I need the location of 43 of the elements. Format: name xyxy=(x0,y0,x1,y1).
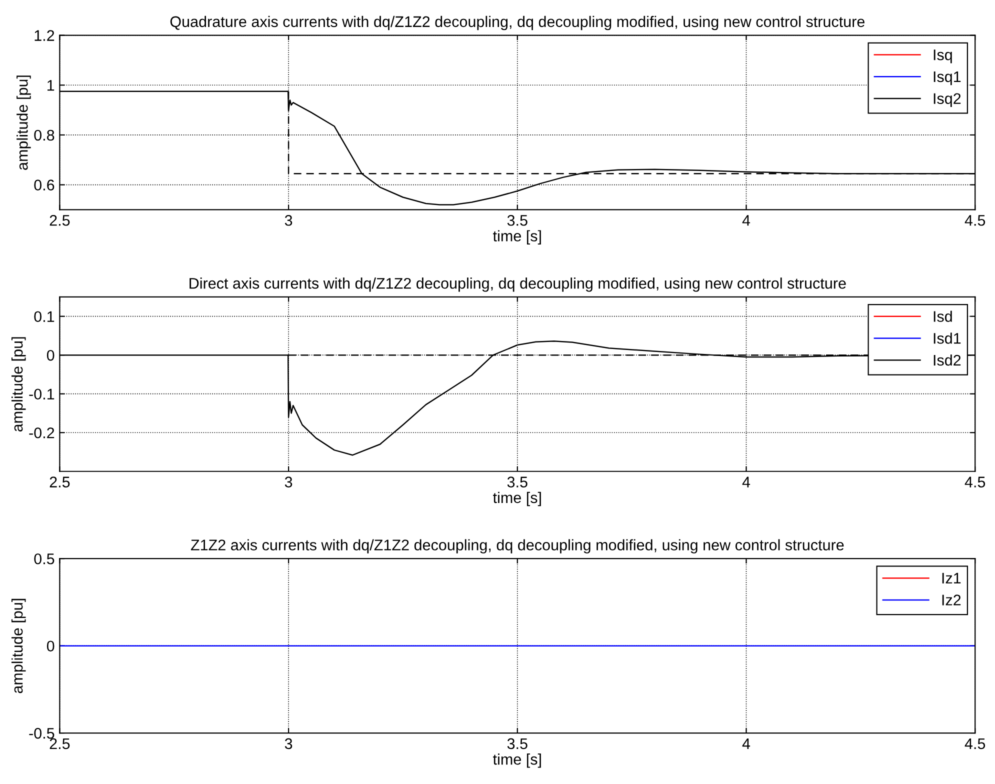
x-tick-label: 2.5 xyxy=(50,214,70,226)
y-axis-title: amplitude [pu] xyxy=(11,337,26,432)
y-tick-label: 0.1 xyxy=(34,311,54,322)
legend-label: Isq1 xyxy=(934,71,961,86)
y-tick-label: 1 xyxy=(48,80,54,91)
y-tick-label: -0.5 xyxy=(29,728,54,739)
x-tick-label: 4.5 xyxy=(964,476,986,488)
y-axis-title: amplitude [pu] xyxy=(16,76,31,170)
y-tick-label: 0.6 xyxy=(34,180,54,190)
legend-label: Isd xyxy=(934,310,952,322)
x-tick-label: 3.5 xyxy=(507,214,528,226)
x-tick-label: 4 xyxy=(742,476,750,488)
x-tick-label: 2.5 xyxy=(50,476,70,488)
chart-title: Quadrature axis currents with dq/Z1Z2 decoupling, dq decoupling modified, using new control structure xyxy=(170,16,865,30)
y-tick-label: 1.2 xyxy=(34,30,54,41)
x-axis-title: time [s] xyxy=(493,230,541,244)
y-tick-label: -0.2 xyxy=(29,427,54,438)
legend-label: Isd2 xyxy=(934,354,961,366)
legend-label: Isq xyxy=(934,50,952,64)
x-tick-label: 3.5 xyxy=(507,476,528,488)
y-tick-label: 0 xyxy=(46,640,54,652)
x-tick-label: 4 xyxy=(742,738,750,749)
legend-label: Isq2 xyxy=(934,93,961,108)
x-tick-label: 3 xyxy=(284,476,292,488)
y-axis-title: amplitude [pu] xyxy=(11,598,26,694)
y-tick-label: -0.1 xyxy=(29,388,54,400)
x-axis-title: time [s] xyxy=(493,492,541,506)
x-axis-title: time [s] xyxy=(493,754,541,768)
y-tick-label: 0.8 xyxy=(34,130,54,141)
y-tick-label: 0 xyxy=(46,350,54,361)
chart-title: Z1Z2 axis currents with dq/Z1Z2 decoupling, dq decoupling modified, using new control structure xyxy=(190,539,844,554)
x-tick-label: 3 xyxy=(284,738,292,750)
x-tick-label: 4 xyxy=(742,215,750,226)
x-tick-label: 3.5 xyxy=(507,738,528,750)
x-tick-label: 4.5 xyxy=(964,215,986,226)
x-tick-label: 2.5 xyxy=(50,738,70,750)
legend-label: Iz1 xyxy=(942,572,961,584)
x-tick-label: 3 xyxy=(284,214,292,226)
chart-title: Direct axis currents with dq/Z1Z2 decoupling, dq decoupling modified, using new control structure xyxy=(190,278,846,292)
y-tick-label: 0.5 xyxy=(34,553,54,564)
legend-label: Isd1 xyxy=(934,332,961,344)
x-tick-label: 4.5 xyxy=(964,738,986,750)
legend-label: Iz2 xyxy=(942,594,961,606)
